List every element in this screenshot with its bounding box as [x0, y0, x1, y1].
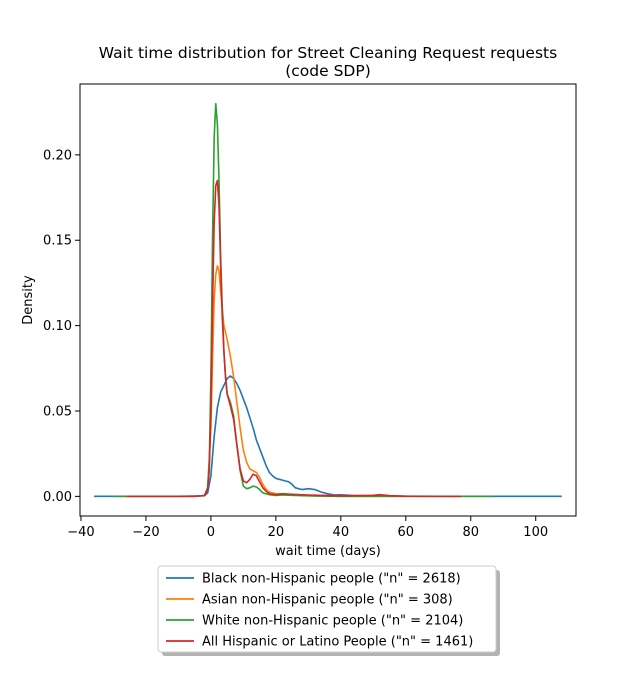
y-tick-label: 0.05 [43, 404, 72, 419]
x-tick-label: 100 [523, 525, 548, 540]
y-tick-label: 0.20 [43, 148, 72, 163]
legend-box [157, 565, 497, 653]
x-tick-label: 40 [333, 525, 350, 540]
plot-area [79, 83, 577, 517]
x-tick-label: 20 [268, 525, 285, 540]
y-tick-label: 0.10 [43, 319, 72, 334]
series-line-4 [126, 179, 462, 498]
y-axis-label: Density [21, 275, 36, 325]
legend: Black non-Hispanic people ("n" = 2618) As… [157, 565, 500, 656]
x-tick-label: 60 [398, 525, 415, 540]
series-line-3 [113, 102, 494, 498]
legend-label-4: All Hispanic or Latino People ("n" = 146… [202, 635, 473, 650]
series-group [93, 102, 562, 498]
series-line-1 [93, 375, 562, 498]
y-tick-label: 0.00 [43, 490, 72, 505]
legend-label-1: Black non-Hispanic people ("n" = 2618) [202, 572, 461, 587]
y-tick-label: 0.15 [43, 234, 72, 249]
chart-title-line1: Wait time distribution for Street Cleani… [99, 44, 557, 62]
x-tick-label: −20 [132, 525, 159, 540]
chart-title-line2: (code SDP) [285, 62, 371, 80]
series-line-2 [123, 265, 462, 498]
x-axis: −40 −20 0 20 40 60 80 100 [67, 516, 548, 540]
x-tick-label: −40 [67, 525, 94, 540]
plot-frame [79, 83, 577, 517]
x-tick-label: 80 [462, 525, 479, 540]
legend-label-3: White non-Hispanic people ("n" = 2104) [202, 614, 463, 629]
y-axis: 0.00 0.05 0.10 0.15 0.20 [43, 148, 80, 505]
x-tick-label: 0 [207, 525, 215, 540]
x-axis-label: wait time (days) [275, 544, 381, 559]
legend-label-2: Asian non-Hispanic people ("n" = 308) [202, 593, 453, 608]
